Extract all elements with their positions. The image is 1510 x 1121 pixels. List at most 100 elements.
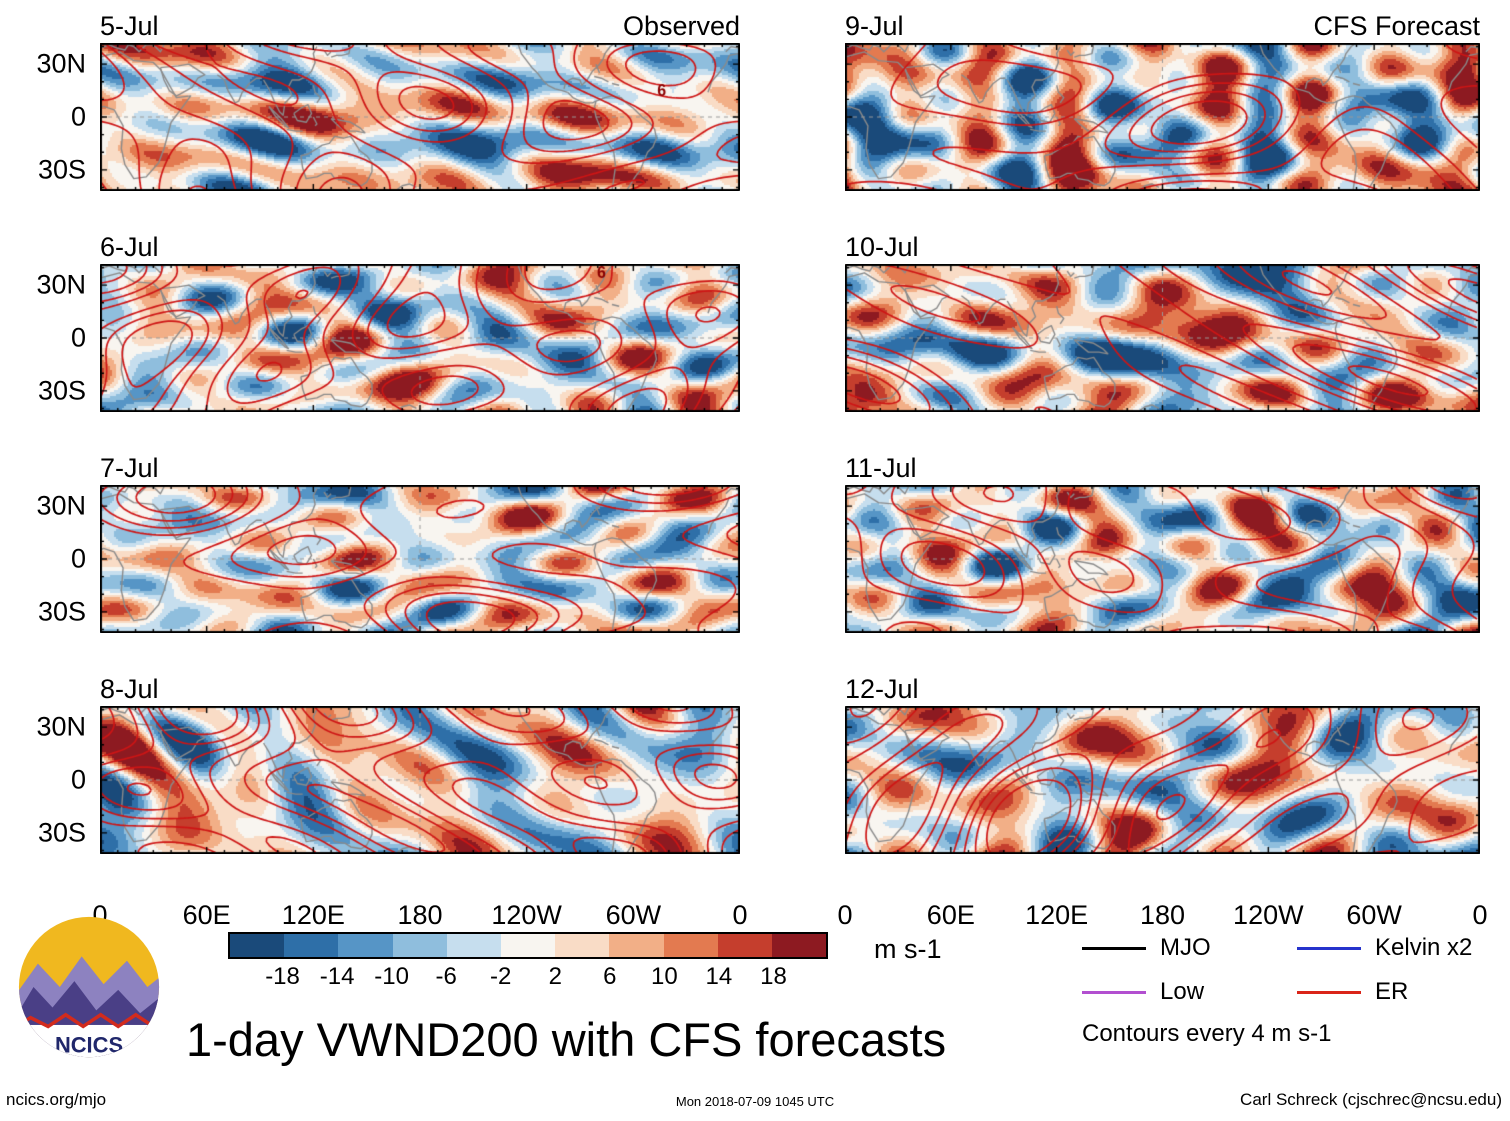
y-tick-label: 0 — [70, 101, 86, 132]
y-tick-label: 0 — [70, 543, 86, 574]
legend-label: ER — [1375, 978, 1409, 1005]
panel-header: 8-Jul — [0, 669, 740, 706]
y-tick-label: 30N — [36, 48, 86, 79]
figure-title: 1-day VWND200 with CFS forecasts — [186, 1013, 947, 1066]
y-tick-label: 0 — [70, 764, 86, 795]
column-title-label: CFS Forecast — [1313, 11, 1480, 41]
panel-date-label: 5-Jul — [100, 11, 159, 41]
x-tick-label: 60E — [182, 900, 231, 930]
y-axis-labels: 30N 0 30S — [0, 43, 100, 191]
legend-item: ER — [1297, 978, 1502, 1006]
panel-body — [845, 706, 1480, 854]
panel-header: 10-Jul — [845, 227, 1480, 264]
map-panel: 10-Jul — [845, 227, 1480, 412]
colorbar-segment — [338, 934, 393, 957]
map-panel: 5-Jul Observed 30N 0 30S — [0, 6, 740, 191]
legend-line-swatch — [1082, 990, 1146, 994]
panel-header: 11-Jul — [845, 448, 1480, 485]
ncics-logo: NCICS — [18, 916, 160, 1058]
colorbar-segment — [500, 934, 556, 957]
panel-date-label: 6-Jul — [100, 232, 159, 262]
x-tick-label: 180 — [397, 900, 443, 930]
colorbar-segment — [446, 934, 501, 957]
colorbar-tick-value: -2 — [490, 963, 512, 990]
x-axis-labels: 0 60E 120E 180 120W 60W 0 — [837, 890, 1487, 934]
colorbar-tick-value: -6 — [435, 963, 457, 990]
legend-label: MJO — [1160, 934, 1211, 961]
legend-label: Kelvin x2 — [1375, 934, 1473, 961]
y-axis-labels: 30N 0 30S — [0, 264, 100, 412]
panel-header: 9-Jul CFS Forecast — [845, 6, 1480, 43]
panel-date-label: 7-Jul — [100, 453, 159, 483]
colorbar-segment — [555, 934, 610, 957]
panel-body: 30N 0 30S — [0, 706, 740, 854]
x-tick-label: 60W — [605, 900, 662, 930]
map-canvas — [845, 43, 1480, 191]
panel-body — [845, 43, 1480, 191]
y-axis-labels: 30N 0 30S — [0, 706, 100, 854]
legend: MJO Kelvin x2 Low ER — [1082, 934, 1502, 1006]
colorbar-segment — [663, 934, 718, 957]
map-panels-grid: 5-Jul Observed 30N 0 30S 6-Jul 30N 0 30S 7-Jul 30N… — [0, 6, 1487, 934]
x-tick-label: 60W — [1346, 900, 1402, 930]
y-tick-label: 30S — [37, 596, 86, 627]
y-tick-label: 30N — [36, 269, 86, 300]
map-canvas — [845, 706, 1480, 854]
colorbar-tick-value: 10 — [651, 963, 678, 990]
colorbar-segment — [230, 934, 285, 957]
map-panel: 7-Jul 30N 0 30S — [0, 448, 740, 633]
colorbar-tick-value: 18 — [760, 963, 787, 990]
y-tick-label: 30N — [36, 490, 86, 521]
map-canvas — [100, 485, 740, 633]
panel-body — [845, 485, 1480, 633]
column-title-label: Observed — [622, 11, 740, 41]
map-canvas — [100, 264, 740, 412]
forecast-column: 9-Jul CFS Forecast 10-Jul 11-Jul 12-Jul 0 60E 1… — [837, 6, 1487, 934]
panel-header: 7-Jul — [0, 448, 740, 485]
colorbar: -18 -14 -10 -6 -2 2 6 10 14 18 — [228, 932, 828, 991]
colorbar-segments — [228, 932, 828, 959]
map-canvas — [845, 485, 1480, 633]
footer-timestamp: Mon 2018-07-09 1045 UTC — [675, 1094, 835, 1109]
legend-label: Low — [1160, 978, 1205, 1005]
panel-date-label: 9-Jul — [845, 11, 904, 41]
colorbar-tick-value: 2 — [548, 963, 562, 990]
map-canvas — [100, 43, 740, 191]
logo-red-zigzag — [18, 1012, 160, 1029]
footer-credit: Carl Schreck (cjschrec@ncsu.edu) — [1240, 1090, 1502, 1109]
colorbar-tick-value: -10 — [374, 963, 409, 990]
x-tick-label: 120W — [1233, 900, 1304, 930]
y-tick-label: 0 — [70, 322, 86, 353]
map-panel: 12-Jul — [845, 669, 1480, 854]
y-tick-label: 30S — [37, 154, 86, 185]
colorbar-units: m s-1 — [874, 934, 942, 964]
legend-grid: MJO Kelvin x2 Low ER — [1082, 934, 1502, 1006]
colorbar-segment — [609, 934, 664, 957]
panel-date-label: 11-Jul — [845, 453, 917, 483]
panel-body — [845, 264, 1480, 412]
x-tick-label: 0 — [837, 900, 853, 930]
observed-column: 5-Jul Observed 30N 0 30S 6-Jul 30N 0 30S 7-Jul 30N… — [0, 6, 747, 934]
panel-header: 5-Jul Observed — [0, 6, 740, 43]
x-tick-label: 0 — [732, 900, 748, 930]
x-axis-labels: 0 60E 120E 180 120W 60W 0 — [0, 890, 747, 934]
legend-line-swatch — [1297, 946, 1361, 950]
panel-date-label: 8-Jul — [100, 674, 159, 704]
map-panel: 11-Jul — [845, 448, 1480, 633]
legend-item: Low — [1082, 978, 1297, 1006]
figure-footer-area: NCICS -18 -14 -10 -6 -2 2 6 10 14 18 m s-1 MJO Kel… — [0, 896, 1510, 1121]
x-tick-label: 180 — [1139, 900, 1186, 930]
panel-body: 30N 0 30S — [0, 264, 740, 412]
map-canvas — [100, 706, 740, 854]
legend-line-swatch — [1297, 990, 1361, 994]
colorbar-tick-labels: -18 -14 -10 -6 -2 2 6 10 14 18 — [228, 959, 828, 991]
map-canvas — [845, 264, 1480, 412]
logo-text: NCICS — [55, 1033, 123, 1058]
x-tick-label: 120E — [1025, 900, 1089, 930]
y-tick-label: 30S — [37, 817, 86, 848]
colorbar-segment — [392, 934, 447, 957]
colorbar-segment — [771, 934, 827, 957]
panel-date-label: 12-Jul — [845, 674, 919, 704]
panel-header: 12-Jul — [845, 669, 1480, 706]
